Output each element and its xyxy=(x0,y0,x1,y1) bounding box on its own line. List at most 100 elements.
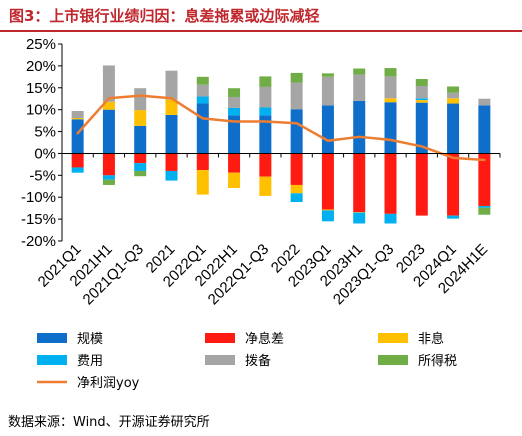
bar-净息差-2021Q1-Q3 xyxy=(134,153,147,164)
bar-费用-2021Q1-Q3 xyxy=(134,163,147,171)
bar-费用-2023 xyxy=(415,98,428,101)
bar-费用-2022 xyxy=(290,193,303,203)
y-tick-label: -5% xyxy=(29,167,56,184)
bar-所得税-2021H1 xyxy=(102,179,115,185)
bar-非息-2021Q1-Q3 xyxy=(134,110,147,126)
bar-净息差-2022Q1 xyxy=(196,153,209,171)
bar-非息-2021 xyxy=(165,99,178,115)
y-tick-label: 20% xyxy=(26,58,56,75)
bar-拨备-2022H1 xyxy=(228,96,241,108)
bar-费用-2022H1 xyxy=(228,107,241,116)
bar-所得税-2023Q1-Q3 xyxy=(384,68,397,77)
bar-净息差-2023H1 xyxy=(353,153,366,213)
legend-label-净息差: 净息差 xyxy=(245,331,284,347)
bar-所得税-2024Q1 xyxy=(447,86,460,93)
bar-规模-2024Q1 xyxy=(447,103,460,154)
bar-费用-2022Q1 xyxy=(196,96,209,104)
bar-非息-2022 xyxy=(290,184,303,194)
bar-净息差-2023Q1 xyxy=(321,153,334,210)
bar-规模-2021Q1 xyxy=(71,119,84,154)
bar-费用-2022Q1-Q3 xyxy=(259,107,272,116)
bar-费用-2021Q1 xyxy=(71,167,84,173)
bar-拨备-2021Q1 xyxy=(71,110,84,118)
bar-所得税-2022 xyxy=(290,72,303,83)
bar-净息差-2024Q1 xyxy=(447,153,460,216)
y-tick-label: -15% xyxy=(21,211,56,228)
bar-净息差-2023Q1-Q3 xyxy=(384,153,397,214)
bar-拨备-2021H1 xyxy=(102,65,115,102)
legend-label-非息: 非息 xyxy=(418,331,444,347)
bar-非息-2021Q1 xyxy=(71,117,84,120)
bar-规模-2023Q1-Q3 xyxy=(384,102,397,154)
y-tick-label: -10% xyxy=(21,189,56,206)
bar-拨备-2022Q1 xyxy=(196,84,209,97)
bar-非息-2023Q1-Q3 xyxy=(384,98,397,103)
bar-拨备-2023H1 xyxy=(353,74,366,101)
bar-所得税-2023H1 xyxy=(353,68,366,75)
bar-规模-2022H1 xyxy=(228,115,241,154)
bar-规模-2022Q1 xyxy=(196,103,209,154)
legend-swatch-非息 xyxy=(378,333,408,343)
bar-净息差-2022H1 xyxy=(228,153,241,173)
bar-净息差-2022 xyxy=(290,153,303,185)
bar-拨备-2021 xyxy=(165,70,178,100)
bar-拨备-2024Q1 xyxy=(447,92,460,99)
bar-非息-2022Q1-Q3 xyxy=(259,176,272,196)
bar-规模-2022Q1-Q3 xyxy=(259,115,272,154)
bar-layer xyxy=(71,65,491,224)
bar-拨备-2023Q1-Q3 xyxy=(384,76,397,99)
legend-label-规模: 规模 xyxy=(77,332,103,347)
bar-费用-2021 xyxy=(165,170,178,181)
y-tick-label: 25% xyxy=(26,36,56,53)
bar-所得税-2021Q1-Q3 xyxy=(134,170,147,177)
y-tick-label: 0% xyxy=(34,145,56,162)
bar-费用-2021H1 xyxy=(102,175,115,180)
y-tick-label: -20% xyxy=(21,233,56,250)
bar-净息差-2021 xyxy=(165,153,178,171)
legend-swatch-拨备 xyxy=(205,355,235,365)
bar-净息差-2021Q1 xyxy=(71,153,84,168)
bar-规模-2023 xyxy=(415,102,428,154)
legend-label-所得税: 所得税 xyxy=(418,353,457,369)
bar-非息-2022Q1 xyxy=(196,170,209,195)
bar-规模-2023Q1 xyxy=(321,105,334,154)
bar-非息-2021H1 xyxy=(102,101,115,110)
bar-所得税-2022Q1-Q3 xyxy=(259,76,272,87)
bar-净息差-2021H1 xyxy=(102,153,115,176)
bar-非息-2023Q1 xyxy=(321,209,334,211)
bar-规模-2022 xyxy=(290,109,303,154)
y-tick-label: 5% xyxy=(34,124,56,141)
bar-所得税-2023 xyxy=(415,79,428,87)
y-tick-label: 10% xyxy=(26,102,56,119)
legend-label-费用: 费用 xyxy=(77,354,103,369)
bar-拨备-2023Q1 xyxy=(321,76,334,106)
legend-label-净利润yoy: 净利润yoy xyxy=(77,376,140,391)
bar-规模-2021H1 xyxy=(102,109,115,154)
y-tick-label: 15% xyxy=(26,80,56,97)
bar-所得税-2022H1 xyxy=(228,88,241,97)
bar-拨备-2023 xyxy=(415,86,428,99)
bar-净息差-2024H1E xyxy=(478,153,491,206)
bar-规模-2024H1E xyxy=(478,105,491,154)
bar-费用-2024H1E xyxy=(478,205,491,208)
bar-规模-2023H1 xyxy=(353,100,366,154)
data-source-note: 数据来源：Wind、开源证券研究所 xyxy=(8,415,210,430)
bar-费用-2023H1 xyxy=(353,212,366,224)
legend-label-拨备: 拨备 xyxy=(245,353,271,369)
title-divider xyxy=(0,30,522,32)
bar-拨备-2022Q1-Q3 xyxy=(259,86,272,108)
legend-swatch-费用 xyxy=(37,355,67,365)
bar-拨备-2022 xyxy=(290,82,303,110)
legend-swatch-净息差 xyxy=(205,333,235,343)
bar-拨备-2024H1E xyxy=(478,98,491,106)
bar-规模-2021 xyxy=(165,114,178,154)
bar-净息差-2022Q1-Q3 xyxy=(259,153,272,177)
bar-规模-2021Q1-Q3 xyxy=(134,125,147,154)
line-layer xyxy=(76,94,486,162)
bar-费用-2024Q1 xyxy=(447,215,460,219)
bar-非息-2023 xyxy=(415,100,428,103)
legend-swatch-规模 xyxy=(37,333,67,343)
bar-所得税-2024H1E xyxy=(478,207,491,215)
